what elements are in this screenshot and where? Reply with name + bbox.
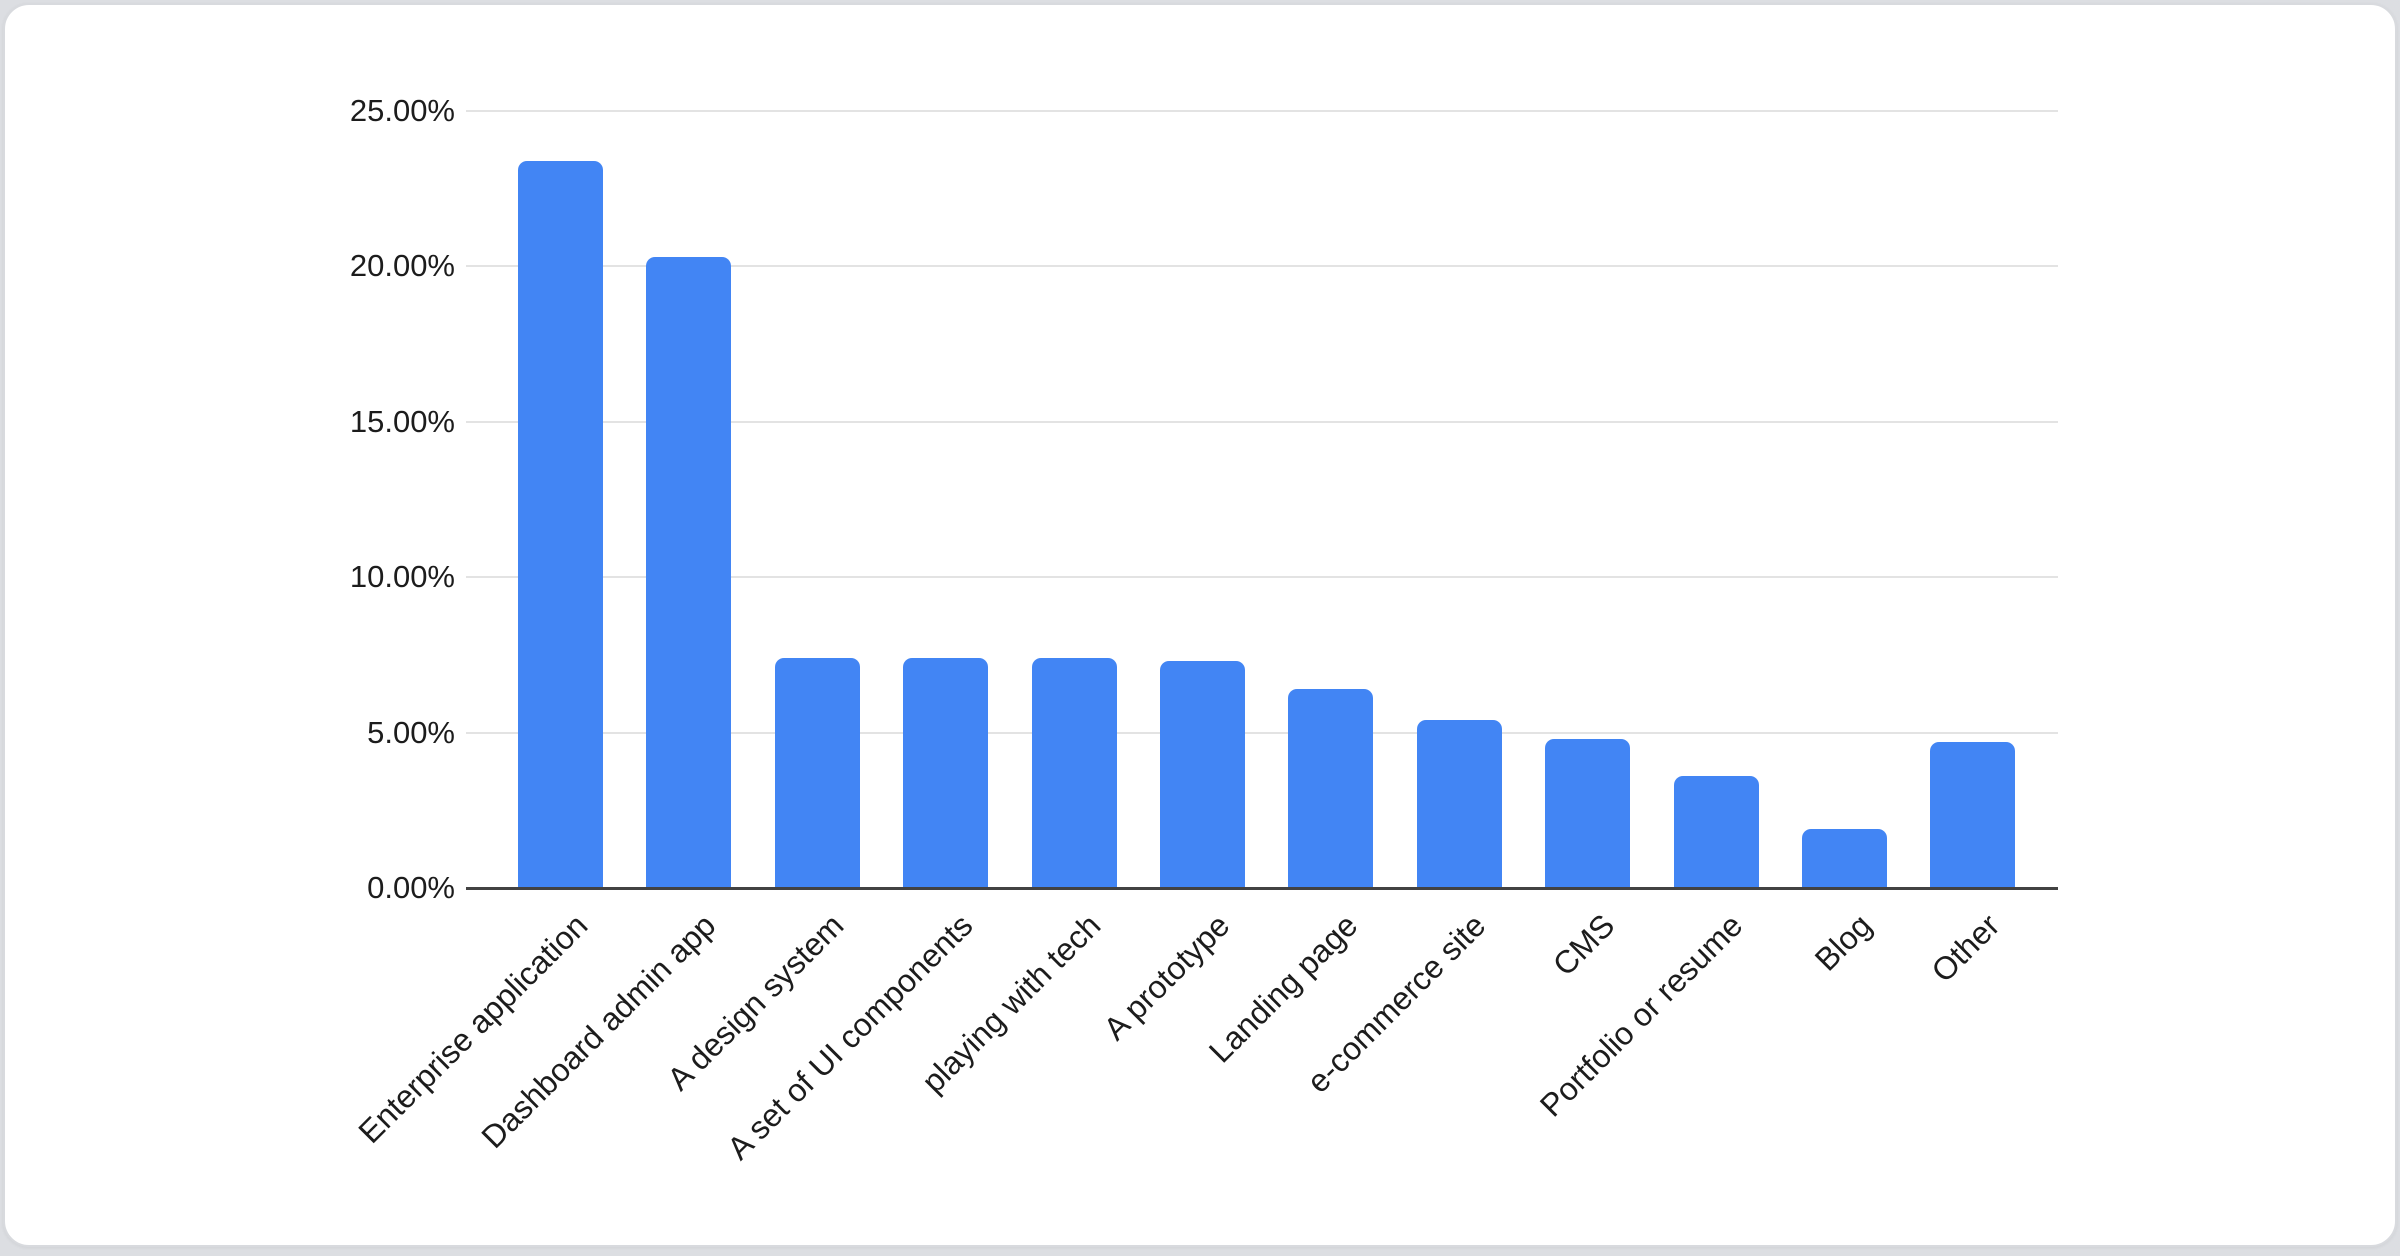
x-axis-line (466, 886, 2058, 890)
y-axis-tick-label: 5.00% (367, 714, 455, 750)
gridline (466, 265, 2058, 268)
gridline (466, 576, 2058, 579)
chart-bar[interactable] (1416, 720, 1502, 888)
chart-bar[interactable] (1545, 738, 1631, 888)
bar-chart: 25.00% 20.00% 15.00% 10.00% 5.00% 0.00% Enterp… (5, 5, 2395, 1245)
gridline (466, 420, 2058, 423)
gridline (466, 110, 2058, 112)
chart-bar[interactable] (1031, 658, 1117, 888)
y-axis-tick-label: 0.00% (367, 870, 455, 905)
chart-bar[interactable] (1930, 741, 2016, 888)
chart-bar[interactable] (774, 658, 860, 888)
y-axis-tick-label: 25.00% (349, 93, 455, 128)
y-axis-tick-label: 20.00% (349, 248, 455, 284)
x-category-label: Enterprise application (350, 907, 594, 1151)
chart-card: 25.00% 20.00% 15.00% 10.00% 5.00% 0.00% Enterp… (3, 3, 2397, 1247)
y-axis-tick-label: 10.00% (349, 559, 455, 595)
chart-bar[interactable] (903, 658, 989, 888)
chart-bar[interactable] (1288, 689, 1374, 888)
chart-bar[interactable] (1160, 661, 1245, 888)
y-axis-tick-label: 15.00% (349, 403, 455, 439)
chart-bar[interactable] (1802, 828, 1887, 888)
chart-bar[interactable] (1673, 776, 1759, 888)
gridline (466, 731, 2058, 734)
chart-bar[interactable] (646, 257, 732, 888)
chart-bar[interactable] (518, 160, 603, 888)
